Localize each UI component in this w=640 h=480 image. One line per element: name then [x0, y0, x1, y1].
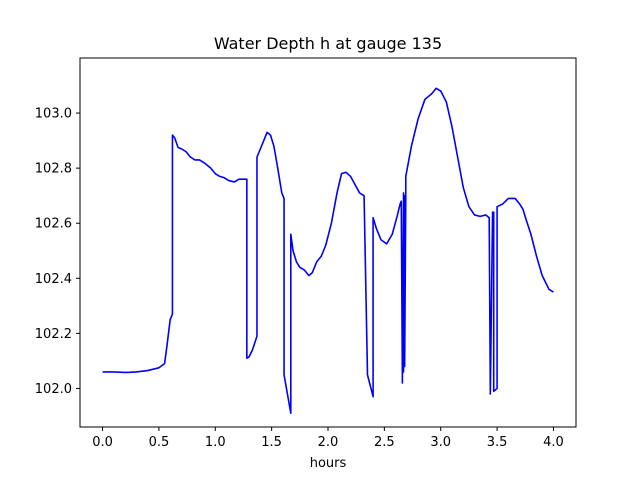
y-tick-label: 102.2 [35, 327, 72, 342]
x-tick-label: 3.0 [430, 435, 451, 450]
x-tick-label: 4.0 [543, 435, 564, 450]
y-tick-label: 103.0 [35, 107, 72, 122]
y-tick-label: 102.0 [35, 382, 72, 397]
x-tick-label: 3.5 [487, 435, 508, 450]
y-axis-ticks: 102.0 102.2 102.4 102.6 102.8 103.0 [35, 107, 80, 397]
axes-frame [79, 57, 577, 428]
x-tick-label: 2.5 [374, 435, 395, 450]
x-tick-label: 1.0 [205, 435, 226, 450]
x-axis-ticks: 0.0 0.5 1.0 1.5 2.0 2.5 3.0 3.5 4.0 [92, 427, 564, 450]
y-tick-label: 102.4 [35, 272, 72, 287]
chart-title: Water Depth h at gauge 135 [214, 34, 442, 53]
y-tick-label: 102.6 [35, 217, 72, 232]
plot-area [102, 87, 554, 415]
series-line-0 [102, 87, 554, 415]
x-tick-label: 0.0 [92, 435, 113, 450]
x-axis-label: hours [310, 456, 347, 471]
x-tick-label: 1.5 [261, 435, 282, 450]
x-tick-label: 0.5 [149, 435, 170, 450]
y-tick-label: 102.8 [35, 162, 72, 177]
x-tick-label: 2.0 [318, 435, 339, 450]
